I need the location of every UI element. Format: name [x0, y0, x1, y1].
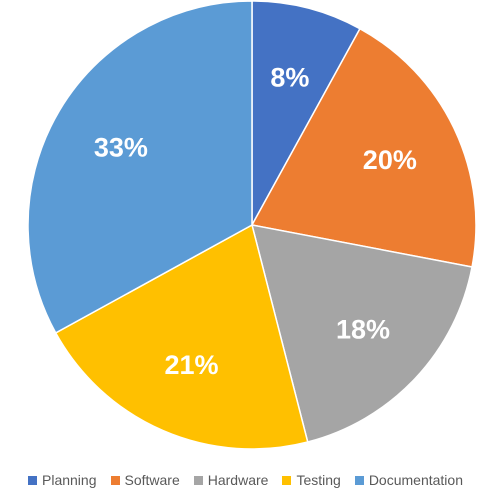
legend-label-hardware: Hardware: [207, 472, 269, 488]
legend-swatch-planning: [28, 475, 37, 485]
data-label-software: 20%: [363, 145, 417, 175]
pie-slice-hardware: [250, 224, 473, 443]
legend-item-software: Software: [110, 472, 180, 488]
legend-label-testing: Testing: [296, 472, 341, 488]
legend-label-documentation: Documentation: [368, 472, 463, 488]
data-label-documentation: 33%: [94, 132, 148, 162]
data-label-hardware: 18%: [336, 314, 390, 344]
legend-item-hardware: Hardware: [193, 472, 269, 488]
legend-label-planning: Planning: [42, 472, 97, 488]
legend-item-documentation: Documentation: [354, 472, 463, 488]
legend-label-software: Software: [124, 472, 180, 488]
legend-swatch-software: [110, 475, 120, 485]
pie-slice-software: [250, 27, 477, 268]
data-label-planning: 8%: [270, 62, 309, 92]
data-label-testing: 21%: [164, 350, 218, 380]
legend-swatch-hardware: [193, 475, 203, 485]
legend-swatch-documentation: [354, 475, 364, 485]
pie-slice-planning: [251, 0, 361, 226]
pie-slice-testing: [54, 223, 309, 450]
pie-plot-area: 8% 20% 18% 21% 33%: [27, 0, 477, 450]
legend-item-planning: Planning: [28, 472, 97, 488]
pie-slice-documentation: [27, 0, 253, 334]
legend: Planning Software Hardware Testing Documenta…: [0, 468, 491, 492]
legend-swatch-testing: [282, 475, 292, 485]
legend-item-testing: Testing: [282, 472, 341, 488]
